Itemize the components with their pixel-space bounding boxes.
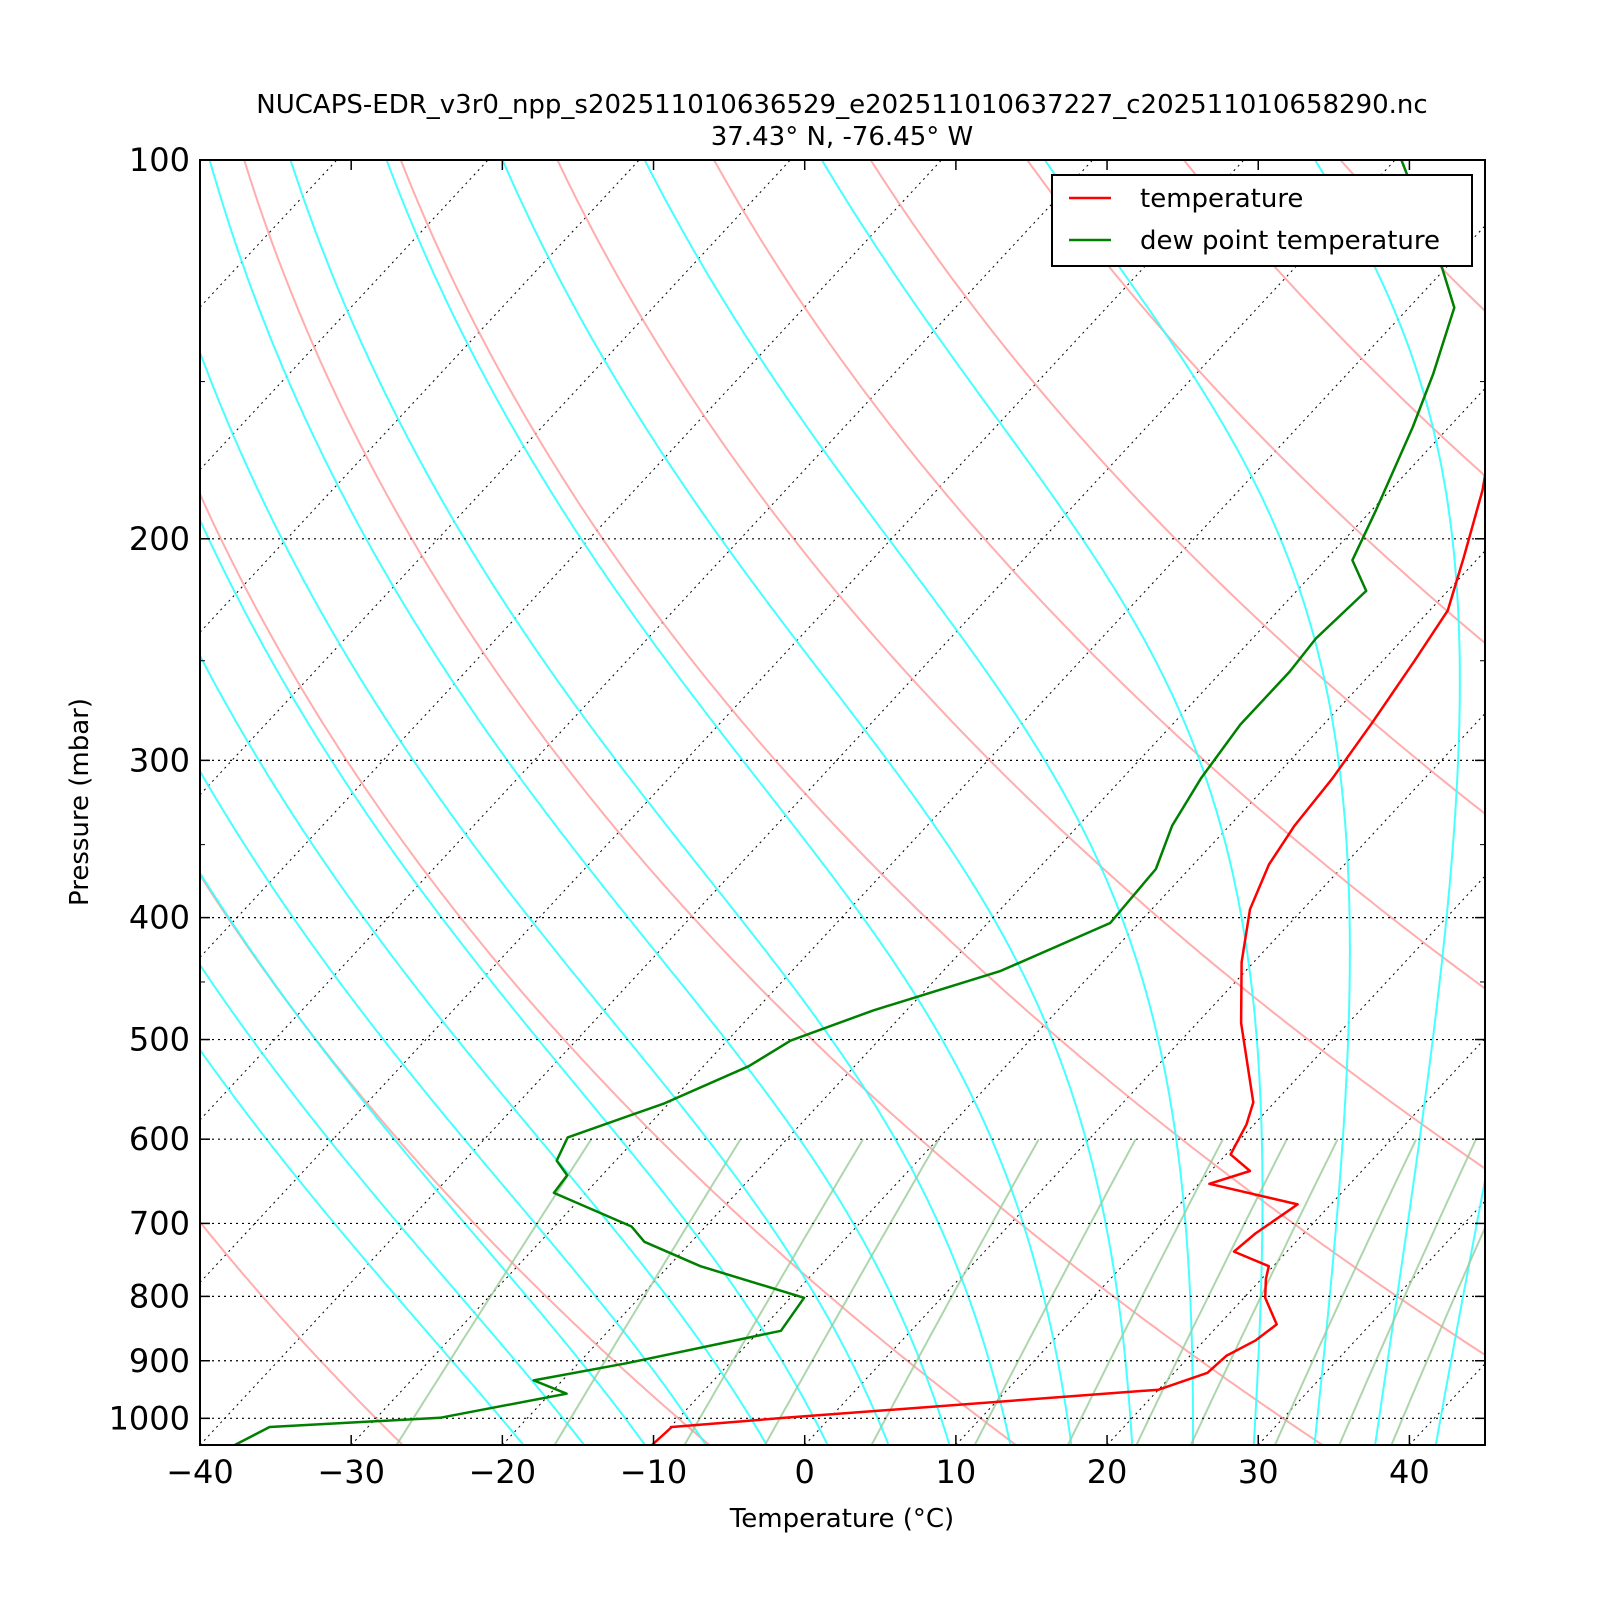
moist-adiabat-line bbox=[200, 349, 890, 1445]
mixing-ratio-line bbox=[1189, 1138, 1339, 1445]
legend-dewpoint-label: dew point temperature bbox=[1140, 226, 1440, 256]
moist-adiabat-line bbox=[385, 160, 1073, 1445]
y-tick-label: 1000 bbox=[109, 1399, 190, 1437]
y-tick-label: 100 bbox=[129, 141, 190, 179]
isotherm-line bbox=[200, 160, 942, 959]
y-tick-label: 600 bbox=[129, 1120, 190, 1158]
y-axis-ticks: 100 200 300 400 500 600 700 800 900 1000 bbox=[109, 141, 1485, 1437]
dewpoint-profile-line bbox=[234, 160, 1456, 1445]
moist-adiabat-line bbox=[289, 160, 1012, 1445]
y-tick-label: 500 bbox=[129, 1021, 190, 1059]
isotherm-line bbox=[200, 160, 1245, 1284]
x-tick-label: 30 bbox=[1238, 1453, 1279, 1491]
mixing-ratio-line bbox=[1338, 1138, 1478, 1445]
dry-adiabat-line bbox=[399, 160, 1485, 1357]
isobar-gridlines bbox=[200, 160, 1485, 1419]
dry-adiabat-line bbox=[712, 160, 1485, 990]
mixing-ratio-line bbox=[683, 1138, 864, 1445]
isotherm-line bbox=[0, 160, 34, 1445]
legend-temperature-label: temperature bbox=[1140, 184, 1303, 214]
y-tick-label: 800 bbox=[129, 1277, 190, 1315]
dry-adiabat-line bbox=[200, 873, 711, 1445]
mixing-ratio-line bbox=[1390, 1225, 1485, 1445]
x-tick-label: −30 bbox=[317, 1453, 385, 1491]
x-tick-label: 0 bbox=[795, 1453, 815, 1491]
mixing-ratio-line bbox=[1273, 1138, 1418, 1445]
x-tick-label: −40 bbox=[166, 1453, 234, 1491]
isotherm-line bbox=[501, 387, 1485, 1445]
plot-frame bbox=[199, 159, 1486, 1446]
y-tick-label: 900 bbox=[129, 1342, 190, 1380]
isotherm-line bbox=[200, 160, 1396, 1445]
mixing-ratio-line bbox=[973, 1138, 1137, 1445]
moist-adiabat-line bbox=[1313, 160, 1461, 1445]
dry-adiabat-line bbox=[243, 160, 1325, 1445]
moist-adiabat-line bbox=[200, 871, 647, 1445]
moist-adiabat-line bbox=[200, 963, 586, 1445]
mixing-ratio-line bbox=[395, 1138, 593, 1445]
mixing-ratio-line bbox=[763, 1138, 940, 1445]
moist-adiabat-line bbox=[820, 160, 1264, 1445]
mixing-ratio-line bbox=[553, 1138, 742, 1445]
x-tick-label: −20 bbox=[469, 1453, 537, 1491]
chart-subtitle: 37.43° N, -76.45° W bbox=[711, 122, 973, 152]
isotherm-line bbox=[200, 160, 1094, 1121]
legend: temperature dew point temperature bbox=[1051, 174, 1473, 267]
moist-adiabat-line bbox=[208, 160, 951, 1445]
y-tick-label: 400 bbox=[129, 899, 190, 937]
y-tick-label: 200 bbox=[129, 520, 190, 558]
y-tick-label: 700 bbox=[129, 1204, 190, 1242]
x-axis-ticks: −40 −30 −20 −10 0 10 20 30 40 bbox=[166, 160, 1430, 1491]
moist-adiabat-line bbox=[1043, 160, 1351, 1445]
y-axis-label: Pressure (mbar) bbox=[65, 698, 95, 906]
moist-adiabat-line bbox=[643, 160, 1194, 1445]
isotherm-line bbox=[350, 225, 1485, 1445]
plot-background bbox=[200, 160, 1485, 1445]
x-tick-label: −10 bbox=[620, 1453, 688, 1491]
dry-adiabat-line bbox=[200, 1220, 405, 1445]
dry-adiabat-line bbox=[556, 160, 1485, 1170]
x-tick-label: 40 bbox=[1389, 1453, 1430, 1491]
moist-adiabat-line bbox=[1434, 1174, 1485, 1445]
chart-title: NUCAPS-EDR_v3r0_npp_s202511010636529_e20… bbox=[256, 90, 1427, 120]
x-tick-label: 10 bbox=[936, 1453, 977, 1491]
data-series bbox=[234, 160, 1485, 1445]
legend-box bbox=[1051, 174, 1473, 267]
moist-adiabat-line bbox=[501, 160, 1134, 1445]
mixing-ratio-line bbox=[1066, 1138, 1224, 1445]
mixing-ratio-line bbox=[1135, 1138, 1288, 1445]
temperature-profile-line bbox=[651, 467, 1485, 1445]
dry-adiabat-line bbox=[869, 160, 1485, 816]
y-tick-label: 300 bbox=[129, 741, 190, 779]
x-axis-label: Temperature (°C) bbox=[729, 1504, 954, 1534]
moist-adiabat-line bbox=[200, 517, 829, 1445]
isotherm-line bbox=[804, 712, 1485, 1445]
isotherm-line bbox=[1561, 160, 1600, 1445]
x-tick-label: 20 bbox=[1087, 1453, 1128, 1491]
